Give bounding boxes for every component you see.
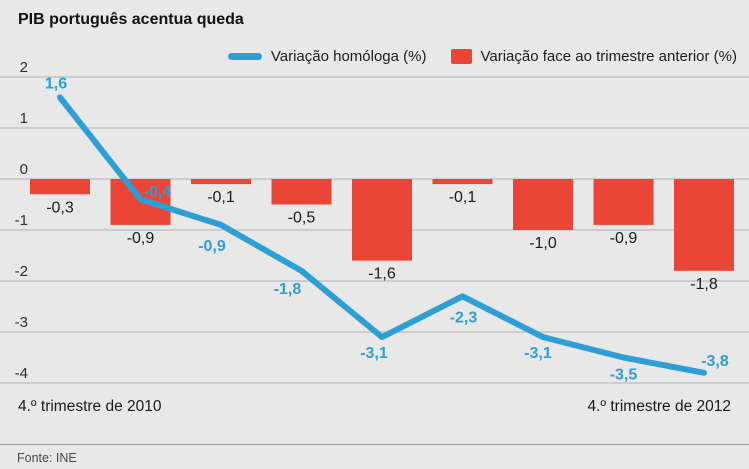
bar <box>30 179 90 195</box>
bar <box>432 179 493 185</box>
line-point-label: -3,8 <box>701 353 729 370</box>
bar <box>674 179 734 271</box>
bar-value-label: -0,9 <box>127 230 155 247</box>
line-series-swatch-icon <box>227 53 262 60</box>
legend-label-line-series: Variação homóloga (%) <box>270 48 427 65</box>
bar-value-label: -0,3 <box>46 199 74 216</box>
y-tick-label: -1 <box>15 212 28 229</box>
chart-legend: Variação homóloga (%) Variação face ao t… <box>227 48 738 65</box>
line-point-label: -3,5 <box>610 367 638 384</box>
legend-item-line-series: Variação homóloga (%) <box>227 48 427 65</box>
bar-series-swatch-icon <box>450 49 472 64</box>
line-point-label: -3,1 <box>360 345 388 362</box>
y-tick-label: -4 <box>15 365 28 382</box>
y-tick-label: -3 <box>15 314 28 331</box>
bar-value-label: -0,5 <box>288 210 316 227</box>
page-title: PIB português acentua queda <box>18 11 244 28</box>
line-point-label: -1,8 <box>274 281 302 298</box>
legend-label-bar-series: Variação face ao trimestre anterior (%) <box>480 48 738 65</box>
legend-item-bar-series: Variação face ao trimestre anterior (%) <box>450 48 738 65</box>
bar-value-label: -1,8 <box>690 276 718 293</box>
x-axis: 4.º trimestre de 2010 4.º trimestre de 2… <box>0 398 749 416</box>
line-point-label: 1,6 <box>45 75 67 92</box>
y-tick-label: 0 <box>20 161 28 178</box>
footer-divider <box>0 444 749 445</box>
bar-value-label: -1,0 <box>529 235 557 252</box>
line-point-label: -0,4 <box>144 183 172 200</box>
y-tick-label: -2 <box>15 263 28 280</box>
y-tick-label: 1 <box>20 110 28 127</box>
x-axis-start-label: 4.º trimestre de 2010 <box>18 398 162 415</box>
bar-value-label: -0,1 <box>449 189 477 206</box>
bar <box>352 179 412 261</box>
bar-value-label: -0,1 <box>207 189 235 206</box>
x-axis-end-label: 4.º trimestre de 2012 <box>587 398 731 415</box>
bar-value-label: -1,6 <box>368 266 396 283</box>
bar <box>593 179 654 225</box>
line-point-label: -0,9 <box>198 238 226 255</box>
y-tick-label: 2 <box>20 59 28 76</box>
bar <box>513 179 573 230</box>
gdp-line <box>57 94 707 376</box>
source-note: Fonte: INE <box>17 451 77 465</box>
line-point-label: -2,3 <box>450 309 478 326</box>
bar <box>191 179 251 185</box>
bar-value-label: -0,9 <box>610 230 638 247</box>
line-point-label: -3,1 <box>524 345 552 362</box>
bar <box>271 179 332 205</box>
